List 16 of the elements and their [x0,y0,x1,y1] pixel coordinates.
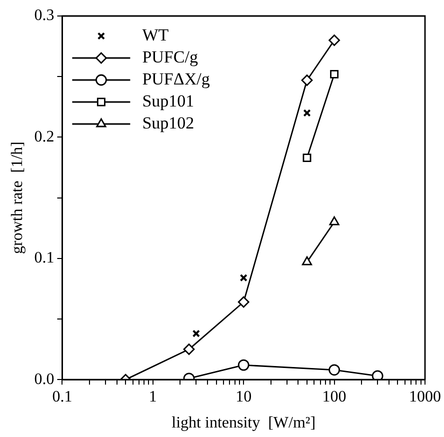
y-tick-label: 0.1 [34,250,54,267]
x-tick-label: 100 [322,388,346,406]
legend-label: WT [142,25,170,44]
y-tick-label: 0.2 [34,128,54,146]
legend-label: PUFC/g [142,47,198,66]
x-axis-title: light intensity [W/m²] [172,414,316,432]
legend-label: Sup102 [142,113,194,132]
y-axis-title: growth rate [1/h] [8,142,26,254]
x-tick-label: 10 [236,388,252,406]
legend-label: Sup101 [142,91,194,110]
x-tick-label: 0.1 [52,388,72,406]
y-tick-label: 0.0 [34,370,54,388]
x-tick-label: 1 [148,388,157,406]
x-tick-label: 1000 [409,388,441,406]
legend-label: PUFΔX/g [142,69,210,88]
y-tick-label: 0.3 [34,7,54,24]
